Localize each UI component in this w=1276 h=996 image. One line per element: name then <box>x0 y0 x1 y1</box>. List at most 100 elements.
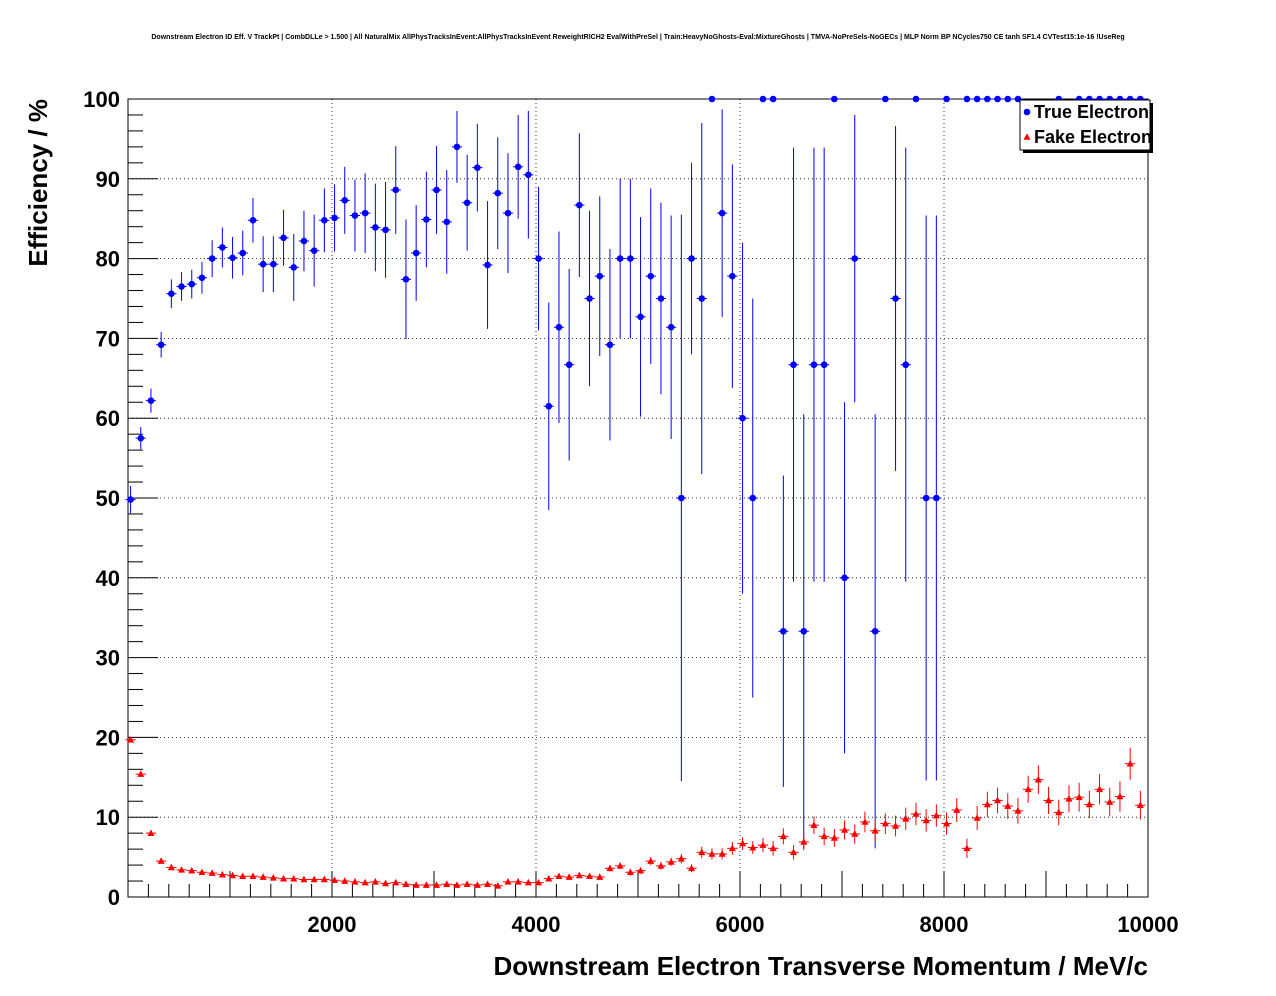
data-point <box>747 298 758 698</box>
data-point <box>186 269 197 299</box>
marker <box>728 844 736 852</box>
marker <box>841 826 849 833</box>
marker <box>637 313 644 321</box>
data-point <box>808 147 820 582</box>
marker <box>361 878 369 886</box>
data-point <box>258 236 269 293</box>
data-point <box>329 876 340 884</box>
marker <box>902 361 910 369</box>
data-point <box>319 188 330 253</box>
data-point <box>757 837 769 853</box>
data-point <box>227 237 238 279</box>
marker <box>290 264 298 271</box>
data-point <box>492 882 503 889</box>
data-point <box>431 881 442 888</box>
data-point <box>1125 747 1136 780</box>
data-point <box>972 806 983 830</box>
data-point <box>298 210 310 272</box>
data-point <box>788 845 799 860</box>
data-point <box>961 838 973 858</box>
data-point <box>696 846 707 858</box>
y-tick-label: 60 <box>96 406 120 431</box>
data-point <box>1094 774 1105 805</box>
marker <box>871 826 879 834</box>
data-point <box>829 829 840 847</box>
data-point <box>309 875 320 883</box>
marker <box>657 862 665 869</box>
data-point <box>278 209 289 266</box>
marker <box>871 627 879 635</box>
data-point <box>196 261 208 294</box>
data-point <box>278 874 289 882</box>
marker <box>759 95 767 103</box>
marker <box>321 216 328 224</box>
series-fake-electron <box>125 735 1146 889</box>
marker <box>769 95 777 103</box>
data-point <box>859 811 871 833</box>
marker <box>749 494 757 502</box>
y-tick-label: 80 <box>96 247 120 272</box>
marker <box>810 361 818 369</box>
marker <box>494 882 502 889</box>
data-point <box>880 813 891 834</box>
marker <box>790 361 797 369</box>
marker <box>810 821 818 828</box>
x-axis-title: Downstream Electron Transverse Momentum … <box>493 951 1148 981</box>
marker <box>474 164 481 171</box>
marker <box>912 810 920 817</box>
marker <box>453 143 461 151</box>
data-point <box>931 215 942 781</box>
marker <box>698 295 706 302</box>
data-point <box>1002 793 1013 819</box>
marker <box>127 735 135 743</box>
marker <box>800 627 808 635</box>
marker <box>759 841 767 848</box>
data-point <box>941 95 952 103</box>
data-point <box>778 828 789 845</box>
data-point <box>247 872 259 880</box>
marker <box>484 880 492 888</box>
y-tick-label: 10 <box>96 805 120 830</box>
chart-title: Downstream Electron ID Eff. V TrackPt | … <box>151 34 1125 41</box>
marker <box>831 95 838 103</box>
y-tick-label: 40 <box>96 566 120 591</box>
marker <box>820 361 828 369</box>
marker <box>892 295 899 302</box>
data-point <box>472 123 483 212</box>
marker <box>147 829 155 836</box>
data-point <box>380 181 391 278</box>
x-tick-label: 10000 <box>1117 912 1178 937</box>
data-point <box>706 95 718 103</box>
marker <box>463 880 471 888</box>
marker <box>525 171 532 179</box>
data-point <box>717 848 728 860</box>
data-point <box>166 279 177 309</box>
marker <box>535 255 542 262</box>
marker <box>331 876 339 884</box>
marker <box>729 272 736 280</box>
marker <box>453 881 461 888</box>
data-point <box>553 231 565 423</box>
data-point <box>1043 786 1054 815</box>
data-point <box>492 137 503 250</box>
marker <box>912 95 920 103</box>
data-point <box>992 95 1003 103</box>
data-point <box>145 388 157 413</box>
data-point <box>400 880 412 888</box>
data-point <box>676 214 687 782</box>
marker <box>178 283 185 290</box>
marker <box>933 494 940 502</box>
marker <box>300 237 308 245</box>
data-point <box>798 414 809 849</box>
data-point <box>982 95 993 103</box>
data-point <box>135 770 146 777</box>
data-point <box>768 841 779 856</box>
data-point <box>176 866 187 873</box>
marker <box>820 832 828 840</box>
marker <box>137 770 145 777</box>
marker <box>718 209 726 217</box>
data-point <box>237 230 248 276</box>
data-point <box>339 877 350 884</box>
data-point <box>186 866 197 874</box>
marker <box>382 879 390 887</box>
